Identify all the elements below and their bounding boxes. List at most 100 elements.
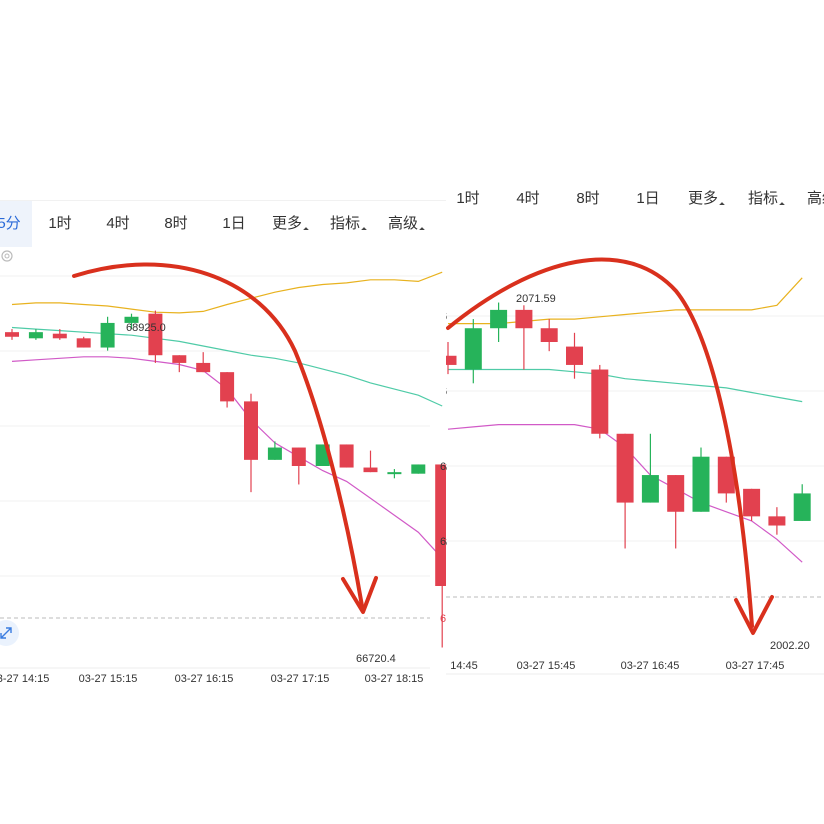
candle[interactable] <box>692 447 710 512</box>
bollinger-middle-line <box>448 368 803 403</box>
candle[interactable] <box>641 433 659 503</box>
bollinger-middle-line <box>11 326 443 407</box>
candle-body <box>641 475 659 503</box>
candle[interactable] <box>28 329 43 340</box>
candle[interactable] <box>616 433 634 549</box>
right-trend-arrow <box>446 257 754 628</box>
left-low-label: 66720.4 <box>356 653 396 665</box>
candle-body <box>793 493 811 521</box>
right-tab-label: 指标 <box>747 190 778 207</box>
x-tick-label: 03-27 14:15 <box>0 673 49 685</box>
candle[interactable] <box>220 372 235 408</box>
right-axis-label-2: 6 <box>446 386 447 398</box>
left-tab-label: 更多 <box>271 215 302 232</box>
candle[interactable] <box>464 319 482 384</box>
candle[interactable] <box>291 447 306 485</box>
right-tab-4[interactable]: 更多 <box>682 176 730 222</box>
left-tab-6[interactable]: 指标 <box>326 201 370 247</box>
candle-body <box>435 464 446 586</box>
candle-body <box>100 322 115 348</box>
candle[interactable] <box>100 316 115 351</box>
candle[interactable] <box>435 464 446 648</box>
candle[interactable] <box>411 464 426 474</box>
candle[interactable] <box>363 450 378 473</box>
candle-body <box>339 444 354 468</box>
left-trend-arrow <box>72 262 364 608</box>
candle[interactable] <box>339 444 354 468</box>
candle-body <box>28 332 43 339</box>
candle-body <box>464 328 482 370</box>
left-right-axis-label: 6 <box>440 461 446 473</box>
left-candlestick-chart[interactable]: 68925.0 66720.4 6 6 6 03-27 14:15 03-27 1… <box>0 196 446 696</box>
candle[interactable] <box>5 329 19 340</box>
candle-body <box>267 447 282 460</box>
candle[interactable] <box>244 393 258 493</box>
left-tab-5[interactable]: 更多 <box>268 201 312 247</box>
x-tick-label: 03-27 17:45 <box>726 660 785 672</box>
candle[interactable] <box>148 310 163 363</box>
right-tab-label: 8时 <box>576 190 600 207</box>
candle-body <box>768 516 786 526</box>
right-tab-1[interactable]: 4时 <box>510 176 546 222</box>
right-tab-5[interactable]: 指标 <box>742 176 790 222</box>
candle-body <box>411 464 426 474</box>
candle-body <box>616 433 634 503</box>
candle[interactable] <box>793 484 811 521</box>
candle[interactable] <box>717 456 735 503</box>
x-tick-label: 03-27 16:45 <box>621 660 680 672</box>
right-tab-2[interactable]: 8时 <box>570 176 606 222</box>
right-tab-0[interactable]: 1时 <box>450 176 486 222</box>
left-right-axis-red-label: 6 <box>440 613 446 625</box>
x-tick-label: 03-27 17:15 <box>271 673 330 685</box>
right-tab-label: 高级 <box>806 190 824 207</box>
left-tab-label: 1日 <box>222 215 246 232</box>
left-tab-7[interactable]: 高级 <box>384 201 428 247</box>
candle-body <box>220 372 235 402</box>
x-tick-label: 03-27 16:15 <box>175 673 234 685</box>
candle[interactable] <box>124 313 139 330</box>
right-timeframe-toolbar: 1时 4时 8时 1日 更多 指标 高级 <box>446 176 824 222</box>
candle-body <box>540 328 558 342</box>
right-candlestick-chart[interactable]: 2071.59 2002.20 6 6 6 6 14:45 03-27 15:45… <box>446 176 824 686</box>
left-tab-0[interactable]: 5分 <box>0 201 32 247</box>
left-tab-label: 5分 <box>0 215 21 232</box>
left-tab-1[interactable]: 1时 <box>42 201 78 247</box>
candle[interactable] <box>196 352 211 373</box>
right-axis-label-4: 6 <box>446 537 447 549</box>
candle[interactable] <box>540 319 558 352</box>
candle-body <box>363 467 378 473</box>
candle-body <box>5 332 19 337</box>
left-tab-4[interactable]: 1日 <box>216 201 252 247</box>
right-tab-6[interactable]: 高级 <box>802 176 824 222</box>
left-arrow-head <box>341 576 378 614</box>
candle-body <box>743 488 761 517</box>
left-tab-label: 指标 <box>329 215 360 232</box>
candle-body <box>717 456 735 494</box>
candle[interactable] <box>591 364 609 439</box>
candle-body <box>291 447 306 466</box>
candle[interactable] <box>76 336 91 348</box>
right-tab-label: 1日 <box>636 190 660 207</box>
candle-body <box>244 401 258 460</box>
candle-body <box>566 346 583 365</box>
candle[interactable] <box>743 488 761 521</box>
candle[interactable] <box>515 305 533 370</box>
settings-icon[interactable] <box>1 250 13 262</box>
left-tab-2[interactable]: 4时 <box>100 201 136 247</box>
candle[interactable] <box>52 329 67 340</box>
candle[interactable] <box>172 355 187 373</box>
bollinger-upper-line <box>11 271 443 314</box>
candle[interactable] <box>387 469 402 479</box>
candle[interactable] <box>267 441 282 460</box>
candle[interactable] <box>667 475 685 549</box>
candle-body <box>446 355 457 365</box>
candle[interactable] <box>768 507 786 535</box>
candle[interactable] <box>490 302 508 342</box>
right-low-label: 2002.20 <box>770 640 810 652</box>
expand-icon[interactable] <box>0 620 19 646</box>
candle[interactable] <box>446 342 457 375</box>
candle[interactable] <box>566 332 583 379</box>
x-tick-label: 03-27 15:15 <box>79 673 138 685</box>
left-tab-3[interactable]: 8时 <box>158 201 194 247</box>
right-tab-3[interactable]: 1日 <box>630 176 666 222</box>
